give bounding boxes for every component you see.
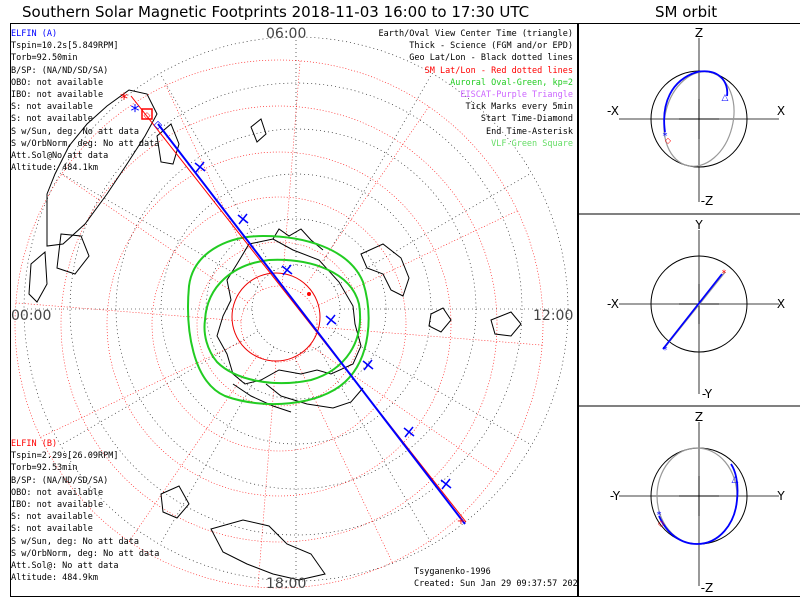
footprint-map: * * ◇ ◇ + xyxy=(14,36,569,589)
orbit-plot-xz: * ◇ △ Z -Z -X X xyxy=(607,26,785,208)
elfin-a-line: Torb=92.50min xyxy=(11,53,78,64)
model-credit: Tsyganenko-1996 xyxy=(414,567,491,577)
track-endpoints: * * ◇ ◇ + xyxy=(120,89,465,527)
orbit-xz-bottom-label: -Z xyxy=(701,194,714,208)
orbit-yz-left-label: -Y xyxy=(610,489,621,503)
elfin-a-line: S: not available xyxy=(11,102,93,113)
orbit-yz-bottom-label: -Z xyxy=(701,581,714,595)
legend-entry: VLF-Green Square xyxy=(491,138,573,149)
elfin-b-line: S w/Sun, deg: No att data xyxy=(11,536,139,547)
created-timestamp: Created: Sun Jan 29 09:37:57 2023 xyxy=(414,579,578,590)
elfin-a-name: ELFIN (A) xyxy=(11,29,58,39)
svg-text:◇: ◇ xyxy=(658,519,665,528)
orbit-yz-right-label: Y xyxy=(776,489,785,503)
hour-label-right: 12:00 xyxy=(533,308,574,324)
elfin-b-line: S: not available xyxy=(11,512,93,523)
elfin-b-line: OBO: not available xyxy=(11,487,104,498)
elfin-b-line: Altitude: 484.9km xyxy=(11,573,98,584)
hour-label-top: 06:00 xyxy=(266,26,307,42)
orbit-xy-bottom-label: -Y xyxy=(702,387,713,401)
map-credits: Tsyganenko-1996 Created: Sun Jan 29 09:3… xyxy=(414,566,578,590)
main-title: Southern Solar Magnetic Footprints 2018-… xyxy=(22,3,530,21)
elfin-a-line: S: not available xyxy=(11,114,93,125)
map-legend: Earth/Oval View Center Time (triangle) T… xyxy=(379,28,573,150)
legend-entry: Start Time-Diamond xyxy=(480,114,573,125)
legend-entry: SM Lat/Lon - Red dotted lines xyxy=(424,65,573,76)
elfin-a-line: Altitude: 484.1km xyxy=(11,163,98,174)
hour-label-left: 00:00 xyxy=(11,308,52,324)
elfin-b-center-triangle: + xyxy=(457,516,465,527)
elfin-b-track xyxy=(130,95,467,523)
svg-text:△: △ xyxy=(732,475,739,485)
orbit-xy-left-label: -X xyxy=(607,297,619,311)
legend-entry: Auroral Oval-Green, kp=2 xyxy=(450,77,573,88)
orbit-xz-right-label: X xyxy=(777,104,785,118)
elfin-b-line: Tspin=2.29s[26.09RPM] xyxy=(11,451,119,462)
svg-text:△: △ xyxy=(722,93,729,103)
sm-grid-circles xyxy=(14,59,544,589)
orbit-yz-top-label: Z xyxy=(695,410,703,424)
legend-entry: EISCAT-Purple Triangle xyxy=(460,89,573,100)
elfin-a-line: Att.Sol@No att data xyxy=(11,150,109,161)
svg-text:*: * xyxy=(663,345,668,356)
legend-entry: Thick - Science (FGM and/or EPD) xyxy=(409,41,573,52)
orbit-plot-xy: * * Y -Y -X X xyxy=(607,218,785,401)
elfin-a-track xyxy=(157,123,466,525)
svg-text:*: * xyxy=(657,510,662,521)
orbit-xy-right-label: X xyxy=(777,297,785,311)
elfin-a-end-asterisk: * xyxy=(131,101,140,122)
legend-entry: Earth/Oval View Center Time (triangle) xyxy=(378,29,573,39)
elfin-b-line: S w/OrbNorm, deg: No att data xyxy=(11,548,160,559)
orbit-plot-yz: * ◇ △ Z -Z -Y Y xyxy=(610,410,785,595)
elfin-a-line: Tspin=10.2s[5.849RPM] xyxy=(11,41,119,52)
elfin-a-line: S w/OrbNorm, deg: No att data xyxy=(11,138,160,149)
elfin-a-line: OBO: not available xyxy=(11,77,104,88)
antarctica-coastline xyxy=(216,228,410,413)
elfin-b-line: Torb=92.53min xyxy=(11,463,78,474)
elfin-b-line: B/SP: (NA/ND/SD/SA) xyxy=(11,475,109,486)
svg-text:◇: ◇ xyxy=(665,136,672,145)
elfin-a-line: B/SP: (NA/ND/SD/SA) xyxy=(11,65,109,76)
svg-text:*: * xyxy=(663,131,668,142)
elfin-b-name: ELFIN (B) xyxy=(11,439,58,449)
elfin-a-line: IBO: not available xyxy=(11,89,104,100)
elfin-b-line: Att.Sol@: No att data xyxy=(11,560,119,571)
elfin-b-line: IBO: not available xyxy=(11,499,104,510)
vlf-square-marker xyxy=(141,108,153,120)
sm-orbit-title: SM orbit xyxy=(655,3,718,21)
elfin-a-info: ELFIN (A) Tspin=10.2s[5.849RPM] Torb=92.… xyxy=(11,28,159,174)
legend-entry: Tick Marks every 5min xyxy=(465,102,573,113)
sm-pole-circle xyxy=(231,272,321,362)
elfin-b-info: ELFIN (B) Tspin=2.29s[26.09RPM] Torb=92.… xyxy=(11,438,159,584)
elfin-a-start-diamond: ◇ xyxy=(154,118,163,131)
orbit-xy-top-label: Y xyxy=(694,218,703,232)
sm-orbit-panel: * ◇ △ Z -Z -X X * * Y -Y -X X xyxy=(578,23,800,597)
auroral-oval xyxy=(187,234,370,405)
sm-orbit-plots: * ◇ △ Z -Z -X X * * Y -Y -X X xyxy=(579,26,800,595)
orbit-xz-left-label: -X xyxy=(607,104,619,118)
elfin-a-line: S w/Sun, deg: No att data xyxy=(11,126,139,137)
elfin-b-end-asterisk: * xyxy=(120,89,128,108)
elfin-b-line: S: not available xyxy=(11,524,93,535)
legend-entry: End Time-Asterisk xyxy=(486,126,573,137)
footprint-map-panel: * * ◇ ◇ + 06:00 00:00 12:00 18:00 ELFIN … xyxy=(10,23,578,597)
hour-label-bottom: 18:00 xyxy=(266,576,307,592)
svg-text:*: * xyxy=(722,269,727,279)
elfin-b-start-diamond: ◇ xyxy=(144,111,151,121)
continent-outlines xyxy=(28,89,522,581)
orbit-xz-top-label: Z xyxy=(695,26,703,40)
legend-entry: Geo Lat/Lon - Black dotted lines xyxy=(409,53,573,64)
